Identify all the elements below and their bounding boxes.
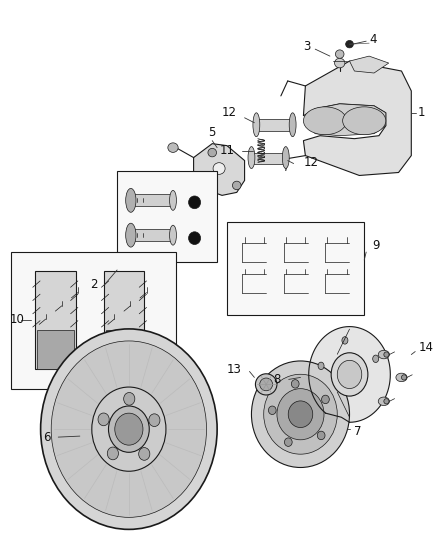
Ellipse shape <box>289 113 296 136</box>
Polygon shape <box>256 119 293 131</box>
Ellipse shape <box>139 448 150 461</box>
Ellipse shape <box>337 360 362 389</box>
Text: 7: 7 <box>354 425 362 438</box>
Ellipse shape <box>115 413 143 445</box>
Ellipse shape <box>41 329 217 529</box>
Ellipse shape <box>346 41 353 48</box>
Bar <box>227 222 364 315</box>
Ellipse shape <box>342 337 348 344</box>
Polygon shape <box>103 271 145 369</box>
Ellipse shape <box>402 375 406 380</box>
Polygon shape <box>304 61 411 175</box>
Text: 12: 12 <box>304 156 318 169</box>
Ellipse shape <box>268 406 276 415</box>
Ellipse shape <box>255 374 277 395</box>
Ellipse shape <box>168 181 178 190</box>
Ellipse shape <box>253 113 260 136</box>
Text: 14: 14 <box>419 341 434 354</box>
Ellipse shape <box>304 107 346 135</box>
Ellipse shape <box>149 414 160 426</box>
Polygon shape <box>309 327 390 422</box>
Ellipse shape <box>335 58 345 68</box>
Polygon shape <box>131 195 173 206</box>
Ellipse shape <box>126 223 136 247</box>
Ellipse shape <box>343 107 386 135</box>
Polygon shape <box>106 330 142 369</box>
Ellipse shape <box>291 379 299 388</box>
Ellipse shape <box>109 406 149 453</box>
Ellipse shape <box>170 190 177 211</box>
Polygon shape <box>251 152 286 164</box>
Polygon shape <box>131 229 173 241</box>
Ellipse shape <box>260 378 272 391</box>
Polygon shape <box>35 271 76 369</box>
Polygon shape <box>309 104 386 136</box>
Ellipse shape <box>248 147 255 168</box>
Ellipse shape <box>107 447 118 460</box>
Ellipse shape <box>168 143 178 152</box>
Text: 12: 12 <box>222 106 237 119</box>
Text: 8: 8 <box>273 373 281 386</box>
Ellipse shape <box>92 387 166 471</box>
Ellipse shape <box>264 374 337 454</box>
Ellipse shape <box>373 355 379 362</box>
Ellipse shape <box>283 147 289 168</box>
Ellipse shape <box>51 341 207 518</box>
Ellipse shape <box>208 148 216 157</box>
Polygon shape <box>37 330 74 369</box>
Ellipse shape <box>331 353 368 396</box>
Ellipse shape <box>378 350 389 359</box>
Bar <box>117 171 217 262</box>
Ellipse shape <box>189 232 201 245</box>
Text: 2: 2 <box>90 278 98 292</box>
Ellipse shape <box>378 397 389 406</box>
Ellipse shape <box>124 392 135 405</box>
Ellipse shape <box>396 373 407 382</box>
Text: 11: 11 <box>220 144 235 157</box>
Ellipse shape <box>126 188 136 212</box>
Text: 3: 3 <box>304 39 311 53</box>
Bar <box>11 252 176 389</box>
Ellipse shape <box>251 361 350 467</box>
Ellipse shape <box>98 413 109 426</box>
Text: 9: 9 <box>372 239 380 252</box>
Text: 1: 1 <box>418 106 426 119</box>
Ellipse shape <box>384 352 389 357</box>
Ellipse shape <box>277 389 324 440</box>
Ellipse shape <box>233 181 241 190</box>
Text: 13: 13 <box>227 363 242 376</box>
Ellipse shape <box>288 401 313 427</box>
Ellipse shape <box>189 196 201 209</box>
Ellipse shape <box>170 225 177 245</box>
Ellipse shape <box>317 431 325 440</box>
Polygon shape <box>194 144 244 196</box>
Ellipse shape <box>321 395 329 403</box>
Ellipse shape <box>284 438 292 446</box>
Text: 10: 10 <box>9 313 24 326</box>
Ellipse shape <box>384 399 389 404</box>
Text: 5: 5 <box>208 126 216 139</box>
Ellipse shape <box>213 163 225 174</box>
Ellipse shape <box>336 50 344 58</box>
Ellipse shape <box>318 362 324 369</box>
Text: 6: 6 <box>43 431 50 443</box>
Polygon shape <box>350 56 389 73</box>
Text: 4: 4 <box>369 33 377 46</box>
